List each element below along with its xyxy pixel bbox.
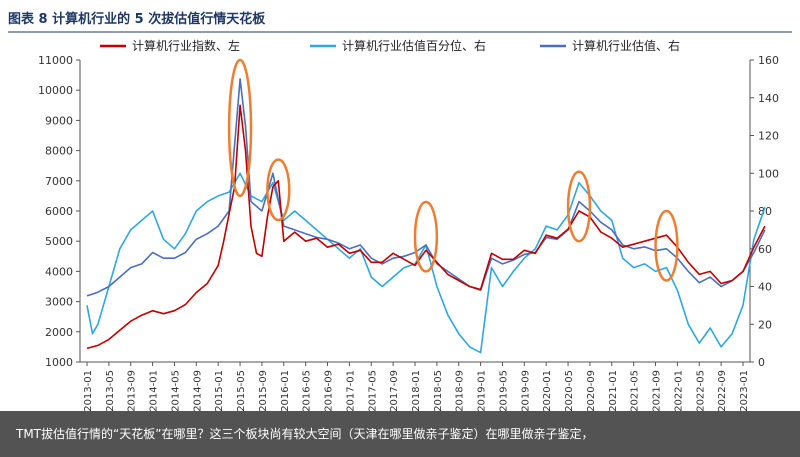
right-y-axis: 0 20 40 60 80 100 120 140 160 — [749, 54, 779, 369]
x-tick-label: 2016-05 — [302, 370, 313, 412]
left-tick-label: 3000 — [45, 296, 73, 309]
x-tick-label: 2015-01 — [214, 370, 225, 412]
x-tick-label: 2021-05 — [630, 370, 641, 412]
highlight-ellipse — [266, 158, 291, 222]
left-tick-label: 7000 — [45, 175, 73, 188]
x-tick-label: 2014-05 — [170, 370, 181, 412]
annotation-layer — [227, 58, 679, 282]
x-tick-label: 2018-09 — [455, 370, 466, 412]
left-tick-label: 11000 — [38, 54, 73, 67]
legend-label: 计算机行业指数、左 — [132, 38, 240, 53]
x-tick-label: 2018-01 — [411, 370, 422, 412]
x-tick-label: 2014-09 — [192, 370, 203, 412]
left-tick-label: 2000 — [45, 326, 73, 339]
x-tick-label: 2018-05 — [433, 370, 444, 412]
x-tick-label: 2013-01 — [83, 370, 94, 412]
series-line-3 — [86, 78, 766, 297]
left-tick-label: 4000 — [45, 265, 73, 278]
left-tick-label: 6000 — [45, 205, 73, 218]
x-tick-label: 2022-09 — [717, 370, 728, 412]
right-tick-label: 20 — [758, 318, 772, 331]
x-tick-label: 2015-09 — [258, 370, 269, 412]
x-tick-label: 2019-05 — [498, 370, 509, 412]
x-tick-label: 2021-01 — [608, 370, 619, 412]
x-tick-label: 2016-09 — [324, 370, 335, 412]
x-tick-label: 2021-09 — [652, 370, 663, 412]
series-line-1 — [86, 104, 766, 350]
right-tick-label: 120 — [758, 130, 779, 143]
x-tick-label: 2014-01 — [149, 370, 160, 412]
caption-banner: TMT拔估值行情的“天花板”在哪里？这三个板块尚有较大空间（天津在哪里做亲子鉴定… — [0, 411, 800, 457]
highlight-ellipse — [566, 170, 592, 243]
x-tick-label: 2016-01 — [280, 370, 291, 412]
x-tick-label: 2013-05 — [105, 370, 116, 412]
x-tick-label: 2015-05 — [236, 370, 247, 412]
x-tick-label: 2022-01 — [673, 370, 684, 412]
right-tick-label: 160 — [758, 54, 779, 67]
x-tick-label: 2023-01 — [739, 370, 750, 412]
left-tick-label: 8000 — [45, 145, 73, 158]
x-tick-label: 2020-05 — [564, 370, 575, 412]
legend: 计算机行业指数、左 计算机行业估值百分位、右 计算机行业估值、右 — [100, 38, 680, 53]
x-tick-label: 2020-09 — [586, 370, 597, 412]
x-tick-label: 2017-09 — [389, 370, 400, 412]
x-tick-label: 2017-05 — [367, 370, 378, 412]
series-layer — [86, 78, 766, 354]
x-tick-label: 2019-09 — [520, 370, 531, 412]
highlight-ellipse — [227, 58, 253, 198]
right-tick-label: 60 — [758, 243, 772, 256]
right-tick-label: 140 — [758, 92, 779, 105]
right-tick-label: 40 — [758, 281, 772, 294]
right-tick-label: 80 — [758, 205, 772, 218]
x-tick-label: 2022-05 — [695, 370, 706, 412]
legend-label: 计算机行业估值百分位、右 — [342, 38, 486, 53]
left-tick-label: 9000 — [45, 114, 73, 127]
x-tick-label: 2017-01 — [345, 370, 356, 412]
left-tick-label: 10000 — [38, 84, 73, 97]
highlight-ellipse — [654, 209, 679, 282]
left-y-axis: 1000 2000 3000 4000 5000 6000 7000 8000 9000 1000… — [38, 54, 81, 369]
legend-label: 计算机行业估值、右 — [572, 38, 680, 53]
x-tick-label: 2019-01 — [477, 370, 488, 412]
right-tick-label: 100 — [758, 167, 779, 180]
right-tick-label: 0 — [758, 356, 765, 369]
left-tick-label: 5000 — [45, 235, 73, 248]
x-axis: 2013-01 2013-05 2013-09 2014-01 2014-05 2014-… — [80, 361, 750, 412]
series-line-2 — [86, 172, 766, 354]
chart-title: 图表 8 计算机行业的 5 次拔估值行情天花板 — [8, 11, 266, 27]
x-tick-label: 2013-09 — [127, 370, 138, 412]
left-tick-label: 1000 — [45, 356, 73, 369]
highlight-ellipse — [413, 200, 439, 273]
x-tick-label: 2020-01 — [542, 370, 553, 412]
